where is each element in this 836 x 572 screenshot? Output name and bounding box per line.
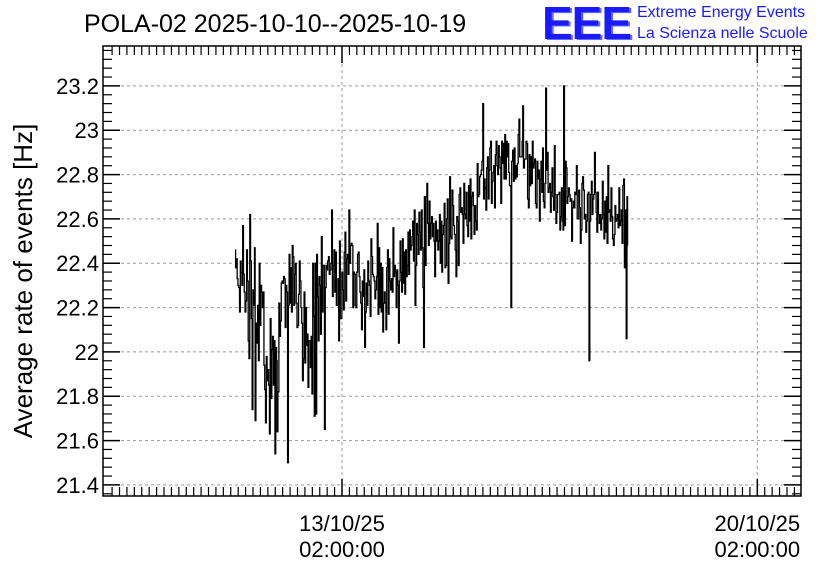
eee-logo: EEE	[542, 0, 632, 49]
y-tick-label: 21.8	[56, 384, 99, 409]
x-tick-label-time: 02:00:00	[299, 537, 385, 562]
y-tick-label: 23.2	[56, 74, 99, 99]
logo-line-1: Extreme Energy Events	[637, 4, 806, 21]
x-tick-label-date: 20/10/25	[714, 511, 800, 536]
y-tick-label: 22.6	[56, 207, 99, 232]
y-tick-label: 23	[75, 118, 99, 143]
y-axis-label: Average rate of events [Hz]	[8, 124, 38, 439]
axis-ticks	[103, 46, 801, 496]
grid-lines	[103, 46, 801, 496]
y-tick-label: 21.6	[56, 429, 99, 454]
logo-line-2: La Scienza nelle Scuole	[637, 25, 808, 42]
chart-title: POLA-02 2025-10-10--2025-10-19	[84, 10, 467, 38]
y-tick-label: 22.8	[56, 163, 99, 188]
x-tick-label-time: 02:00:00	[714, 537, 800, 562]
rate-series-line	[234, 85, 629, 464]
y-tick-label: 22.4	[56, 251, 99, 276]
plot-frame	[102, 45, 802, 497]
y-tick-labels: 21.4 21.6 21.8 22 22.2 22.4 22.6 22.8 23 23.2	[56, 74, 99, 498]
y-tick-label: 22.2	[56, 296, 99, 321]
y-tick-label: 21.4	[56, 473, 99, 498]
x-tick-label-date: 13/10/25	[299, 511, 385, 536]
y-tick-label: 22	[75, 340, 99, 365]
